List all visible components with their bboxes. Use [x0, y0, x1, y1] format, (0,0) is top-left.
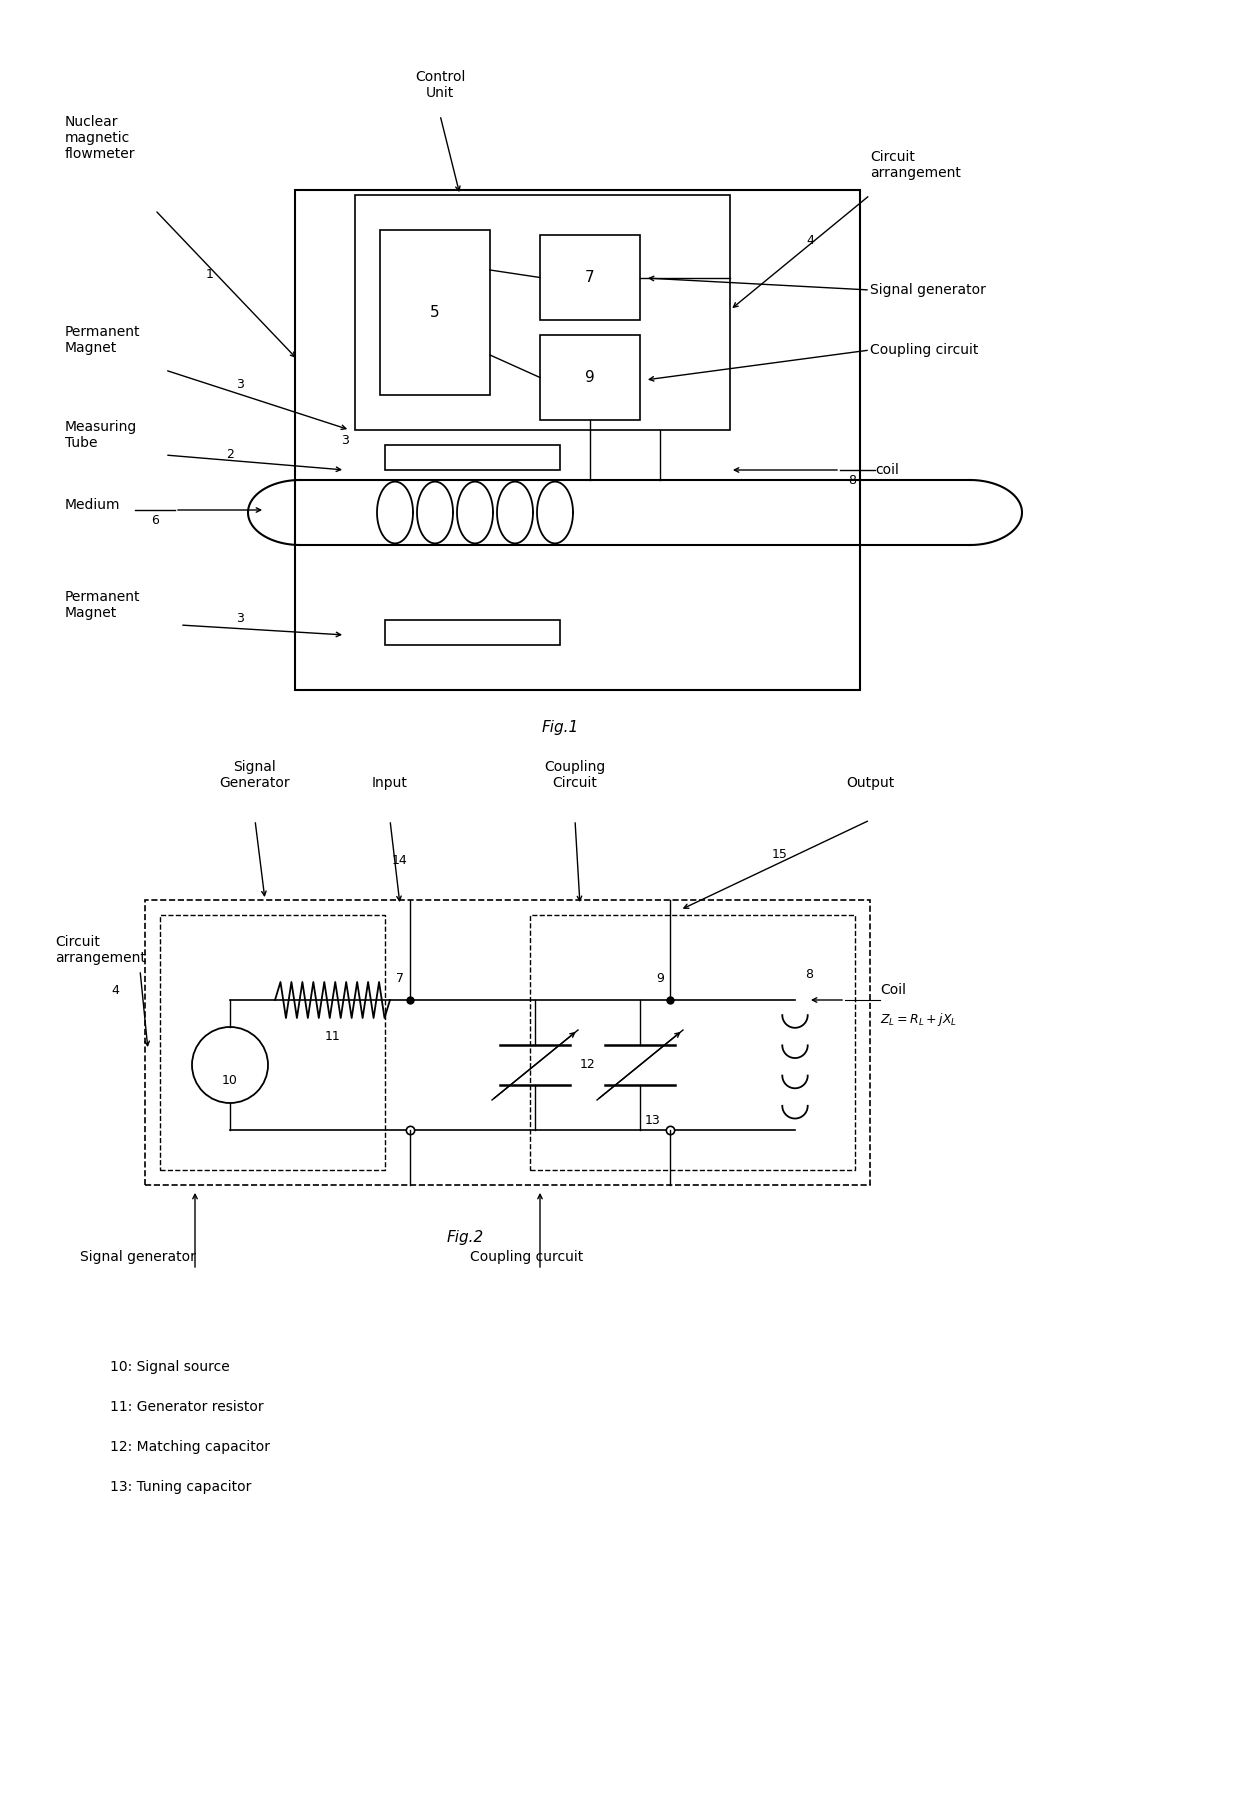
Text: 9: 9 [656, 973, 663, 985]
Text: Input: Input [372, 777, 408, 789]
Text: Medium: Medium [64, 498, 120, 512]
Text: 2: 2 [226, 448, 234, 462]
Text: 11: Generator resistor: 11: Generator resistor [110, 1401, 264, 1413]
Text: 3: 3 [341, 433, 348, 446]
Text: Fig.1: Fig.1 [542, 719, 579, 735]
Text: Coil: Coil [880, 984, 906, 998]
Text: $Z_L = R_L + jX_L$: $Z_L = R_L + jX_L$ [880, 1012, 957, 1028]
Text: 3: 3 [236, 379, 244, 392]
Bar [384, 444, 560, 469]
Bar [384, 620, 560, 645]
Text: 12: 12 [580, 1059, 595, 1072]
Text: 7: 7 [585, 270, 595, 286]
Text: 8: 8 [848, 473, 856, 487]
Text: 3: 3 [236, 611, 244, 624]
Text: Circuit
arrangement: Circuit arrangement [870, 149, 961, 180]
Text: 13: Tuning capacitor: 13: Tuning capacitor [110, 1480, 252, 1494]
Text: Circuit
arrangement: Circuit arrangement [55, 935, 146, 966]
Text: 6: 6 [151, 514, 159, 527]
Text: Nuclear
magnetic
flowmeter: Nuclear magnetic flowmeter [64, 115, 135, 162]
Text: Permanent
Magnet: Permanent Magnet [64, 325, 140, 356]
Text: Coupling circuit: Coupling circuit [870, 343, 978, 358]
Bar [539, 236, 640, 320]
Text: 8: 8 [805, 969, 813, 982]
Text: Fig.2: Fig.2 [446, 1230, 484, 1244]
Text: Measuring
Tube: Measuring Tube [64, 421, 138, 450]
Text: 11: 11 [325, 1030, 340, 1043]
Text: Control
Unit: Control Unit [415, 70, 465, 101]
Text: Permanent
Magnet: Permanent Magnet [64, 590, 140, 620]
Circle shape [192, 1027, 268, 1102]
Text: 14: 14 [392, 854, 408, 867]
Text: Coupling
Circuit: Coupling Circuit [544, 761, 605, 789]
Bar [160, 915, 384, 1170]
Text: 5: 5 [430, 306, 440, 320]
Text: coil: coil [875, 464, 899, 476]
Text: 4: 4 [112, 984, 119, 996]
Bar [539, 334, 640, 421]
Text: 13: 13 [645, 1113, 661, 1127]
Text: Signal generator: Signal generator [81, 1250, 196, 1264]
Text: 15: 15 [773, 849, 787, 861]
Text: 10: Signal source: 10: Signal source [110, 1359, 229, 1374]
Text: 7: 7 [396, 973, 404, 985]
Text: Output: Output [846, 777, 894, 789]
Bar [295, 191, 861, 690]
Bar [529, 915, 856, 1170]
Text: 9: 9 [585, 370, 595, 385]
Text: 4: 4 [806, 234, 813, 246]
Bar [379, 230, 490, 396]
Text: 10: 10 [222, 1073, 238, 1086]
Text: 1: 1 [206, 268, 215, 282]
Text: Signal
Generator: Signal Generator [219, 761, 290, 789]
Text: 12: Matching capacitor: 12: Matching capacitor [110, 1440, 270, 1455]
Text: Signal generator: Signal generator [870, 282, 986, 297]
Bar [355, 194, 730, 430]
Text: Coupling curcuit: Coupling curcuit [470, 1250, 583, 1264]
Bar [145, 901, 870, 1185]
